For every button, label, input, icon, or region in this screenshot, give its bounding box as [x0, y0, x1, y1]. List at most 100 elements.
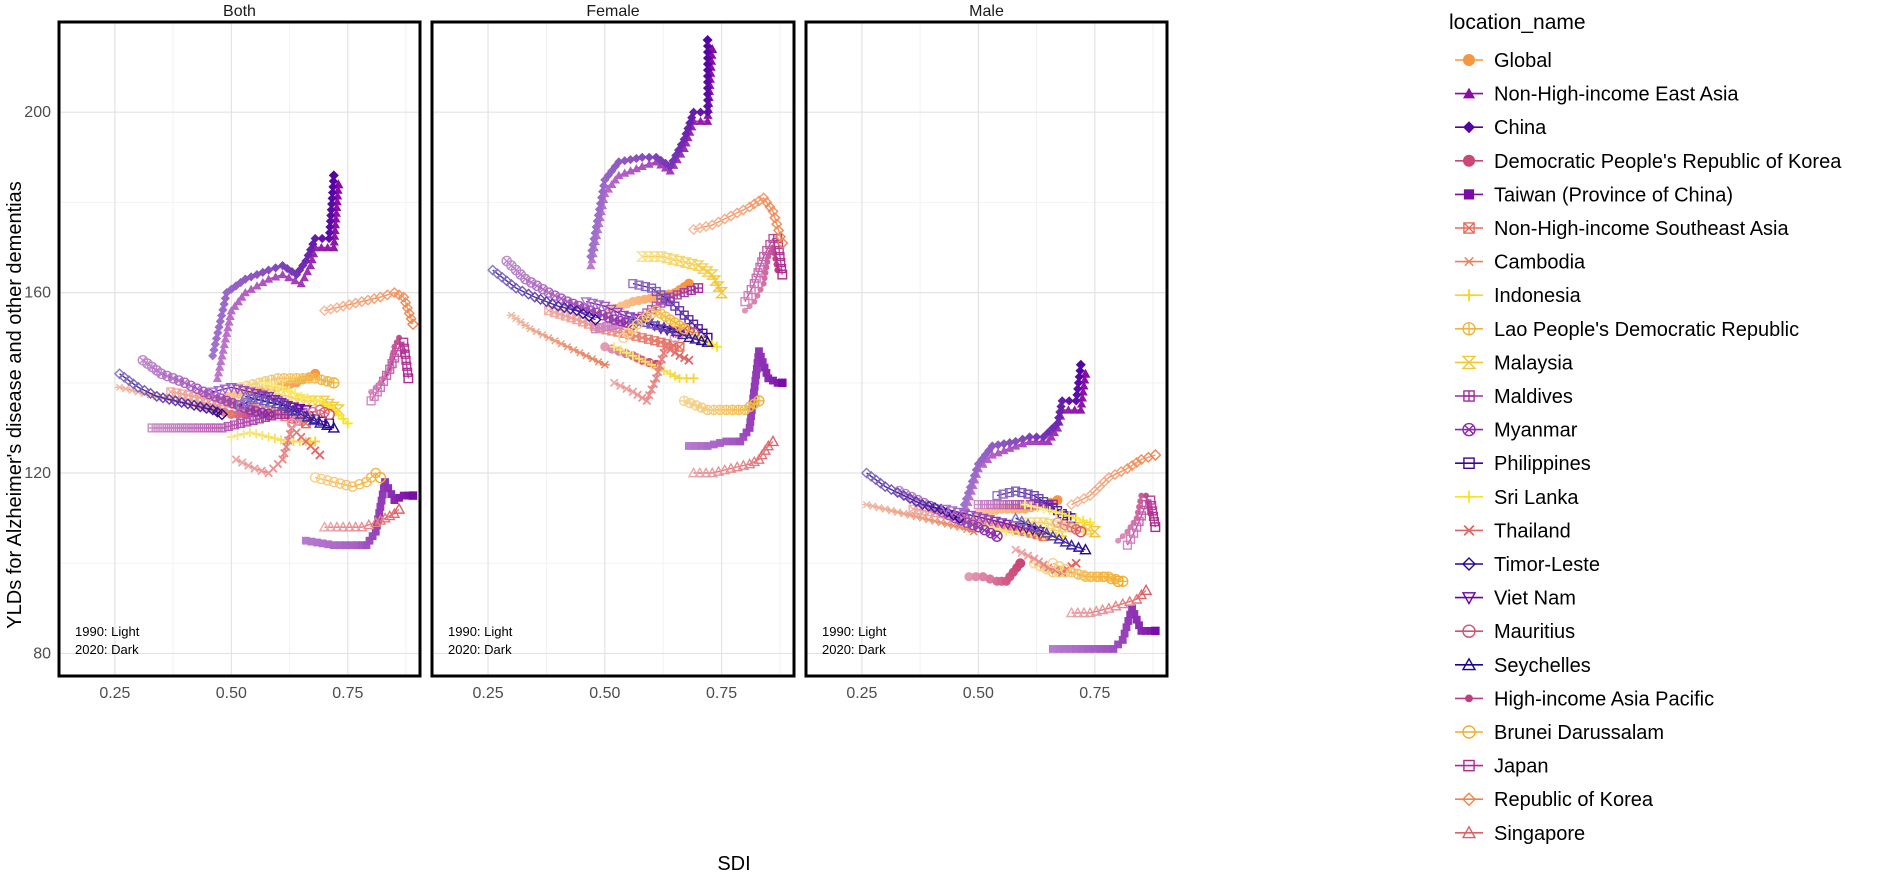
series-republic-of-korea	[687, 192, 789, 249]
data-point	[318, 305, 331, 317]
data-point	[1048, 645, 1057, 653]
legend-label: Non-High-income East Asia	[1494, 84, 1739, 106]
data-point	[1066, 566, 1077, 578]
panel-border	[804, 20, 1169, 678]
legend-label: Viet Nam	[1494, 588, 1576, 610]
data-point	[1065, 606, 1078, 618]
data-point	[399, 491, 408, 500]
data-point	[899, 509, 909, 518]
data-point	[284, 272, 294, 282]
series-democratic-people-s-republic-of-korea	[964, 558, 1026, 586]
data-point	[1112, 575, 1124, 587]
data-point	[703, 442, 712, 450]
x-tick-label: 0.50	[216, 685, 247, 702]
legend-label: Democratic People's Republic of Korea	[1494, 151, 1842, 173]
data-point	[670, 348, 680, 358]
data-point	[1130, 610, 1139, 618]
data-point	[383, 509, 396, 521]
data-point	[603, 312, 614, 323]
data-point	[702, 77, 713, 87]
data-point	[616, 381, 625, 391]
data-point	[1020, 500, 1030, 510]
data-point	[631, 163, 641, 173]
data-point	[1122, 623, 1131, 632]
data-point	[587, 246, 597, 256]
data-point	[169, 395, 182, 407]
data-point	[764, 201, 776, 213]
data-point	[679, 134, 689, 144]
data-point	[552, 300, 564, 312]
data-point	[188, 399, 200, 411]
data-point	[257, 430, 268, 441]
legend-title: location_name	[1449, 11, 1586, 34]
data-point	[985, 527, 997, 539]
series-line	[119, 373, 223, 416]
data-point	[1047, 557, 1059, 569]
data-point	[218, 305, 228, 315]
legend-item-taiwan-province-of-china: Taiwan (Province of China)	[1455, 184, 1733, 206]
data-point	[1078, 645, 1087, 653]
data-point	[1024, 432, 1035, 442]
legend-item-china: China	[1455, 117, 1547, 139]
data-point	[670, 371, 680, 381]
data-point	[978, 572, 988, 582]
legend-item-thailand: Thailand	[1455, 520, 1571, 542]
data-point	[935, 503, 947, 515]
series-line	[216, 184, 340, 379]
data-point	[343, 521, 356, 532]
data-point	[1098, 571, 1110, 583]
data-point	[224, 317, 234, 326]
legend-item-indonesia: Indonesia	[1455, 285, 1582, 307]
data-point	[614, 170, 624, 180]
data-point	[337, 521, 349, 532]
data-point	[398, 291, 410, 303]
data-point	[333, 409, 344, 419]
data-point	[614, 157, 624, 167]
data-point	[695, 116, 706, 125]
legend-label: Sri Lanka	[1494, 487, 1579, 509]
data-point	[1073, 384, 1083, 394]
data-point	[522, 288, 535, 300]
data-point	[296, 279, 306, 288]
data-point	[748, 198, 760, 210]
data-point	[591, 222, 601, 232]
data-point	[362, 294, 374, 306]
data-point	[385, 364, 395, 374]
data-point	[491, 268, 503, 280]
series-sri-lanka	[1020, 500, 1096, 528]
data-point	[326, 205, 336, 215]
data-point	[510, 282, 522, 294]
data-point	[1139, 505, 1149, 515]
data-point	[226, 284, 236, 294]
data-point	[761, 275, 768, 282]
data-point	[289, 405, 301, 416]
data-point	[776, 263, 787, 274]
legend-item-non-high-income-southeast-asia: Non-High-income Southeast Asia	[1455, 218, 1789, 240]
data-point	[1018, 434, 1028, 444]
data-point	[123, 374, 135, 387]
data-point	[610, 175, 620, 184]
data-point	[701, 266, 714, 277]
data-point	[961, 494, 971, 504]
y-tick-label: 160	[24, 285, 51, 302]
legend-label: Myanmar	[1494, 420, 1578, 442]
data-point	[371, 527, 380, 536]
data-point	[564, 303, 577, 315]
data-point	[270, 433, 280, 444]
data-point	[537, 283, 549, 295]
data-point	[216, 408, 229, 421]
data-point	[215, 362, 225, 371]
data-point	[916, 499, 929, 511]
legend-label: Maldives	[1494, 386, 1573, 408]
data-point	[327, 187, 338, 198]
data-point	[327, 421, 341, 433]
data-point	[290, 388, 300, 398]
data-point	[1059, 563, 1071, 575]
data-point	[331, 302, 343, 314]
data-point	[767, 205, 779, 218]
data-point	[1077, 399, 1087, 408]
data-point	[1121, 462, 1133, 475]
data-point	[337, 300, 349, 312]
data-point	[651, 374, 661, 383]
data-point	[362, 541, 371, 550]
